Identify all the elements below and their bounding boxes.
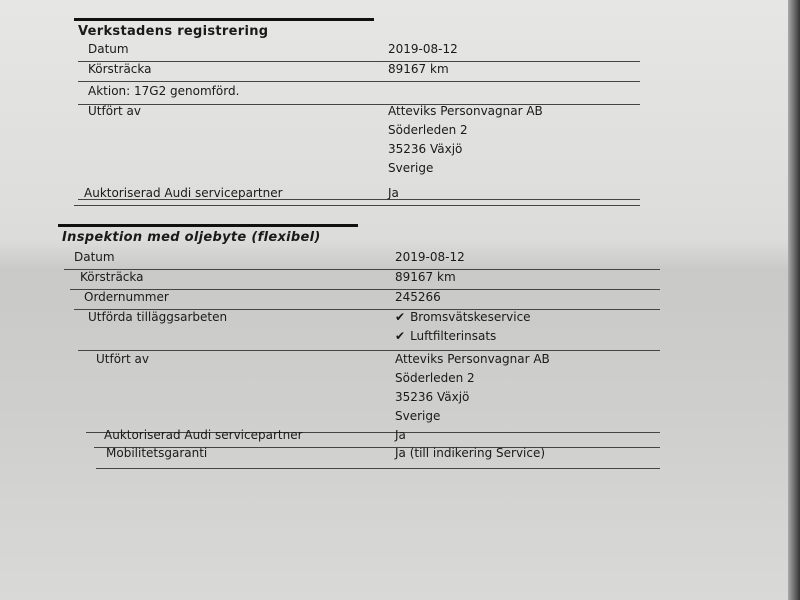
field-row: Aktion: 17G2 genomförd. xyxy=(78,84,640,105)
value-line: Söderleden 2 xyxy=(388,123,468,137)
field-row: Körsträcka 89167 km xyxy=(78,62,640,82)
field-value: Ja (till indikering Service) xyxy=(395,446,545,465)
value-line: Ja xyxy=(395,428,406,442)
field-label: Datum xyxy=(74,250,115,264)
field-row: Körsträcka 89167 km xyxy=(70,270,660,290)
field-label: Aktion: 17G2 genomförd. xyxy=(88,84,240,98)
value-line: 2019-08-12 xyxy=(388,42,458,56)
section-title: Inspektion med oljebyte (flexibel) xyxy=(58,224,358,245)
field-row: Mobilitetsgaranti Ja (till indikering Ser… xyxy=(96,446,660,469)
value-line: 2019-08-12 xyxy=(395,250,465,264)
field-value: 2019-08-12 xyxy=(388,42,458,61)
field-label: Auktoriserad Audi servicepartner xyxy=(104,428,303,442)
field-row: Utfört av Atteviks Personvagnar AB Söderle… xyxy=(86,352,660,433)
field-value: 245266 xyxy=(395,290,441,309)
field-row: Utfört av Atteviks Personvagnar AB Söderle… xyxy=(78,104,640,200)
field-value: 89167 km xyxy=(395,270,456,289)
page-edge-shadow xyxy=(788,0,800,600)
field-row: Utförda tilläggsarbeten ✔ Bromsvätskeservi… xyxy=(78,310,660,351)
value-line: Bromsvätskeservice xyxy=(410,310,531,324)
field-label: Körsträcka xyxy=(88,62,152,76)
field-value: 2019-08-12 xyxy=(395,250,465,269)
field-label: Utfört av xyxy=(88,104,141,118)
field-label: Körsträcka xyxy=(80,270,144,284)
field-label: Ordernummer xyxy=(84,290,169,304)
field-row: Auktoriserad Audi servicepartner Ja xyxy=(74,186,640,206)
value-line: Atteviks Personvagnar AB xyxy=(395,352,550,366)
value-line: Söderleden 2 xyxy=(395,371,475,385)
field-label: Datum xyxy=(88,42,129,56)
field-row: Auktoriserad Audi servicepartner Ja xyxy=(94,428,660,448)
field-value: Atteviks Personvagnar AB Söderleden 2 3523… xyxy=(388,104,543,180)
value-line: 245266 xyxy=(395,290,441,304)
value-line: 89167 km xyxy=(388,62,449,76)
field-label: Mobilitetsgaranti xyxy=(106,446,208,460)
value-line: 35236 Växjö xyxy=(388,142,463,156)
field-row: Datum 2019-08-12 xyxy=(64,250,660,270)
value-line: Sverige xyxy=(388,161,434,175)
field-value: Ja xyxy=(395,428,406,447)
value-line: Atteviks Personvagnar AB xyxy=(388,104,543,118)
field-row: Ordernummer 245266 xyxy=(74,290,660,310)
check-icon: ✔ xyxy=(395,310,406,324)
section-title: Verkstadens registrering xyxy=(73,18,375,39)
field-label: Utförda tilläggsarbeten xyxy=(88,310,228,324)
field-value: ✔ Bromsvätskeservice ✔ Luftfilterinsats xyxy=(395,310,531,348)
value-line: Ja xyxy=(388,186,399,200)
value-line: 89167 km xyxy=(395,270,456,284)
field-value: 89167 km xyxy=(388,62,449,81)
field-value: Ja xyxy=(388,186,399,205)
check-icon: ✔ xyxy=(395,329,406,343)
field-label: Utfört av xyxy=(96,352,149,366)
field-label: Auktoriserad Audi servicepartner xyxy=(84,186,283,200)
value-line: 35236 Växjö xyxy=(395,390,470,404)
field-row: Datum 2019-08-12 xyxy=(78,42,640,62)
value-line: Sverige xyxy=(395,409,441,423)
value-line: Luftfilterinsats xyxy=(410,329,497,343)
value-line: Ja (till indikering Service) xyxy=(395,446,546,460)
field-value: Atteviks Personvagnar AB Söderleden 2 3523… xyxy=(395,352,550,428)
